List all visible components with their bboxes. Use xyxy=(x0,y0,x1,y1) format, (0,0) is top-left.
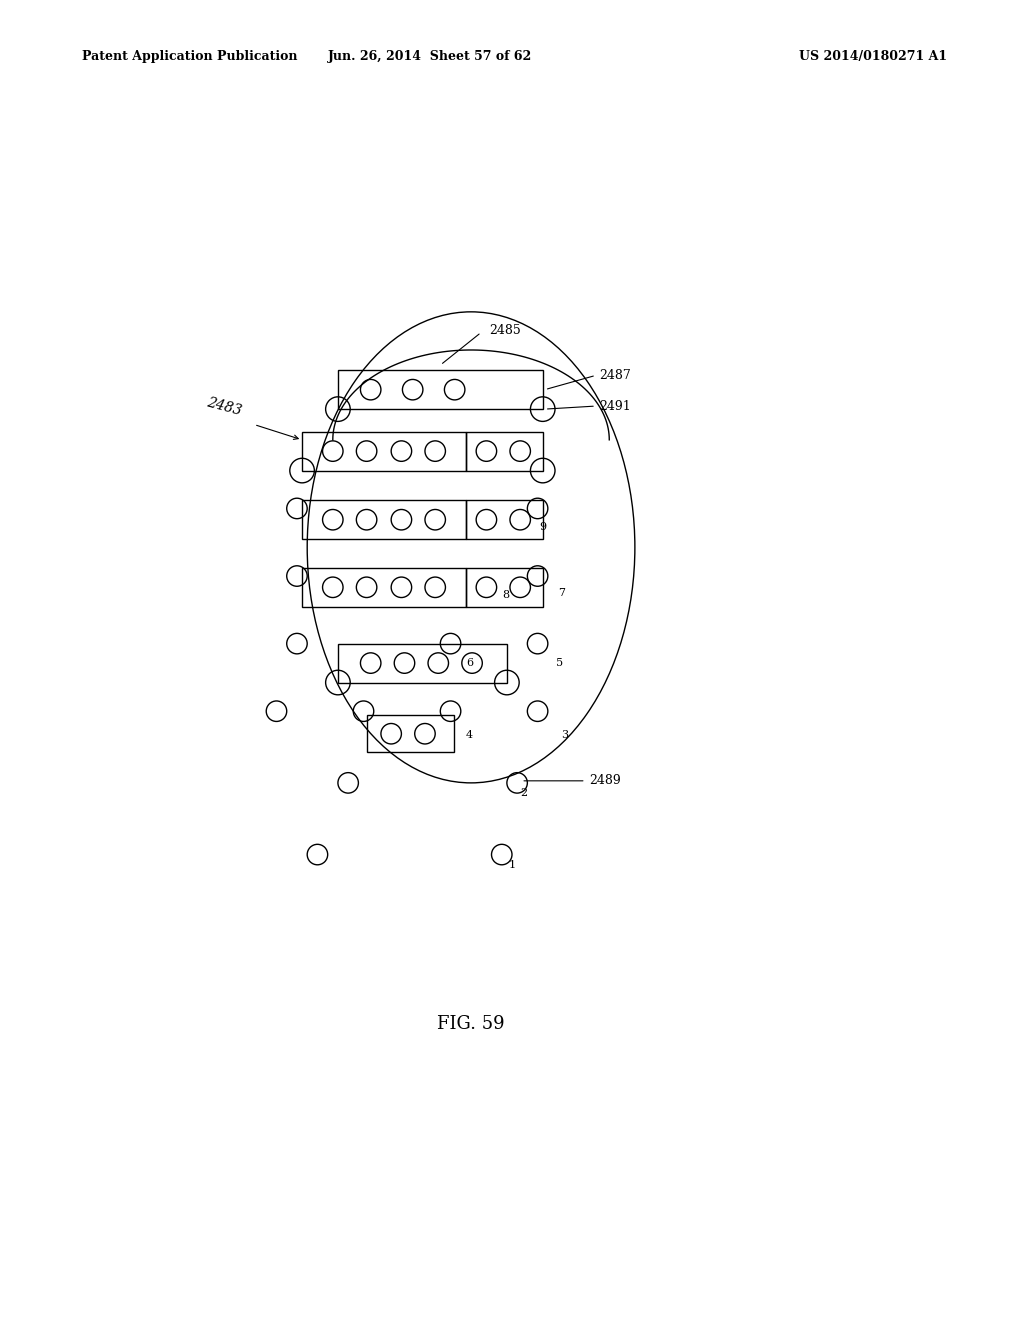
Text: 2489: 2489 xyxy=(589,775,621,787)
Bar xyxy=(302,500,466,539)
Bar xyxy=(466,500,543,539)
Text: 2483: 2483 xyxy=(205,396,243,418)
Text: 2485: 2485 xyxy=(489,323,521,337)
Text: 3: 3 xyxy=(561,730,568,739)
Text: FIG. 59: FIG. 59 xyxy=(437,1015,505,1032)
Bar xyxy=(367,715,454,752)
Text: 8: 8 xyxy=(502,590,509,601)
Bar xyxy=(302,432,466,470)
Text: 9: 9 xyxy=(540,521,547,532)
Text: 2491: 2491 xyxy=(599,400,631,413)
Text: 7: 7 xyxy=(558,589,565,598)
Text: 1: 1 xyxy=(509,859,516,870)
Bar xyxy=(338,644,507,682)
Text: 2487: 2487 xyxy=(599,368,631,381)
Text: 2: 2 xyxy=(520,788,527,799)
Text: Jun. 26, 2014  Sheet 57 of 62: Jun. 26, 2014 Sheet 57 of 62 xyxy=(328,50,532,63)
Text: Patent Application Publication: Patent Application Publication xyxy=(82,50,297,63)
Text: 5: 5 xyxy=(556,657,563,668)
Bar xyxy=(466,432,543,470)
Bar xyxy=(338,370,543,409)
Text: 6: 6 xyxy=(466,657,473,668)
Text: 4: 4 xyxy=(466,730,473,739)
Text: US 2014/0180271 A1: US 2014/0180271 A1 xyxy=(799,50,947,63)
Bar xyxy=(302,568,466,607)
Bar xyxy=(466,568,543,607)
